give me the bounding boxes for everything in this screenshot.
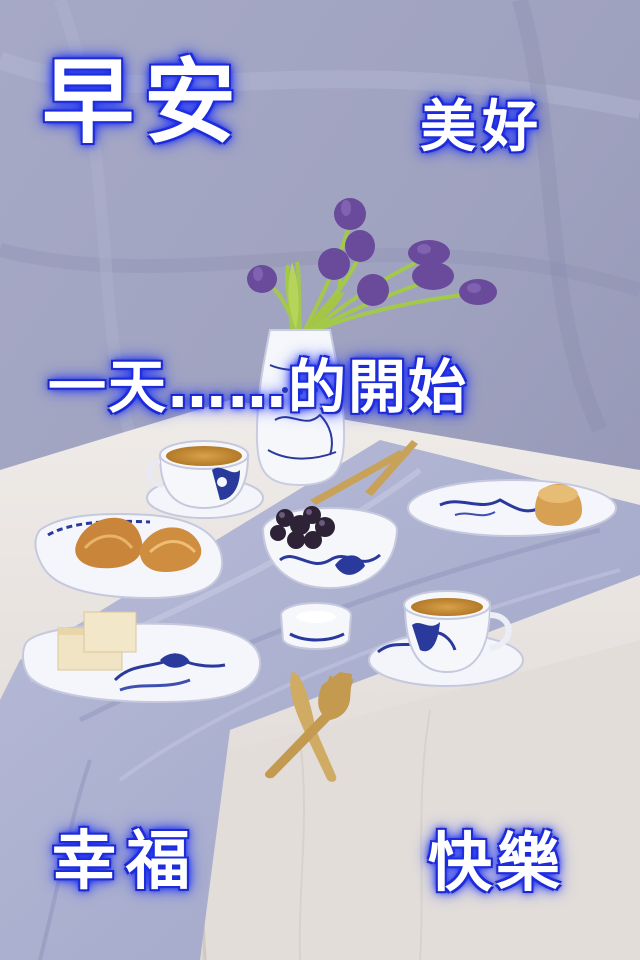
porcelain-vase xyxy=(255,329,346,487)
back-cutlery xyxy=(310,440,418,505)
candle-holder xyxy=(280,602,352,650)
caption-top-right: 美好 xyxy=(420,95,544,160)
croissant-plate xyxy=(34,512,224,600)
teacup-front xyxy=(368,590,524,687)
muffin-plate xyxy=(407,479,617,537)
front-cutlery xyxy=(264,672,354,782)
table-runner xyxy=(0,440,640,960)
greeting-title: 早安 xyxy=(42,49,247,156)
caption-middle: 一天……的開始 xyxy=(48,353,469,421)
cake-plate xyxy=(22,611,262,704)
caption-bottom-left: 幸福 xyxy=(52,825,200,899)
caption-bottom-right: 快樂 xyxy=(428,827,564,901)
grape-bowl xyxy=(262,506,398,590)
teacup-back xyxy=(146,440,264,519)
